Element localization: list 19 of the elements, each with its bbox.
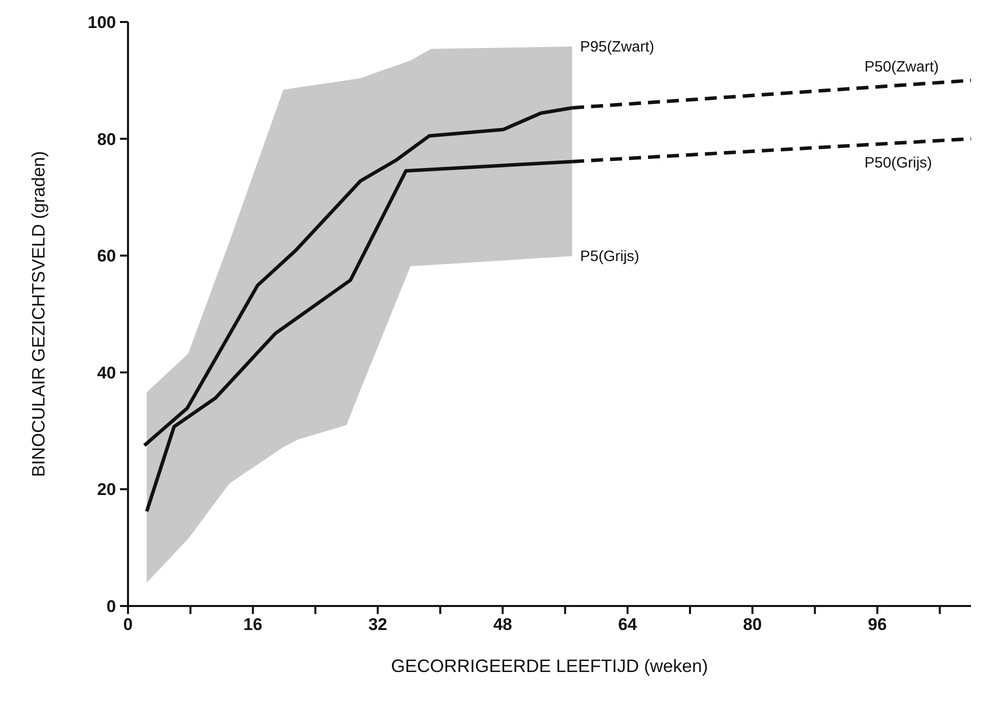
annotation: P95(Zwart) [580,38,654,56]
y-tick-label: 20 [97,480,116,500]
x-tick-label: 32 [368,615,388,634]
y-tick-label: 0 [106,597,116,616]
y-tick-label: 40 [97,363,116,382]
annotation: P50(Grijs) [864,154,932,172]
x-tick-label: 16 [243,615,262,634]
x-tick-label: 96 [868,615,887,634]
x-axis-title: GECORRIGEERDE LEEFTIJD (weken) [390,656,708,676]
y-axis-title: BINOCULAIR GEZICHTSVELD (graden) [28,150,48,478]
y-tick-label: 100 [88,13,116,32]
annotation: P5(Grijs) [580,248,640,266]
annotation: P50(Zwart) [864,58,939,76]
y-tick-label: 60 [97,246,116,266]
x-tick-label: 0 [123,615,133,634]
x-tick-label: 48 [493,615,512,634]
y-tick-label: 80 [97,130,116,149]
x-tick-label: 64 [618,615,638,634]
x-tick-label: 80 [742,615,762,634]
